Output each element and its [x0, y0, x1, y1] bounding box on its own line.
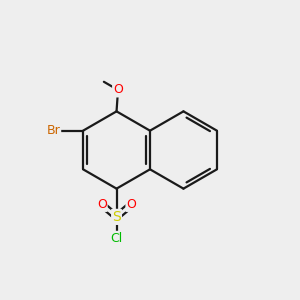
- Text: S: S: [112, 210, 121, 224]
- Text: O: O: [126, 198, 136, 211]
- Text: O: O: [113, 83, 123, 97]
- Text: O: O: [97, 198, 107, 211]
- Text: Br: Br: [46, 124, 60, 137]
- Text: Cl: Cl: [110, 232, 123, 245]
